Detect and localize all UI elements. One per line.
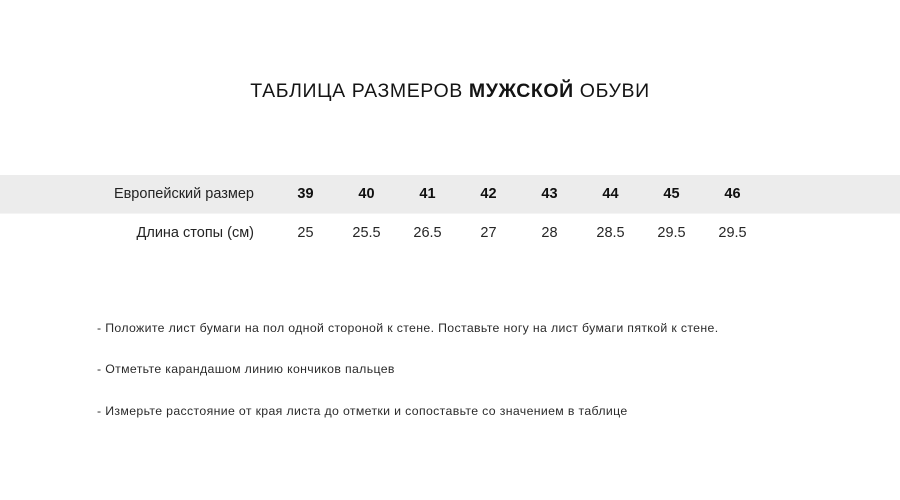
table-spacer-cell [254, 214, 275, 253]
table-tail-cell [763, 214, 900, 253]
foot-length-cell-39: 25 [297, 225, 314, 241]
size-cell-40: 40 [336, 175, 397, 214]
table-tail-cell [763, 175, 900, 214]
table-row-foot-length: Длина стопы (см) 25 25.5 26.5 27 28 28.5… [0, 213, 900, 253]
size-cell-43: 43 [519, 175, 580, 214]
size-cell-39: 39 [275, 175, 336, 214]
page-title-suffix: ОБУВИ [573, 80, 650, 102]
instruction-line-1: - Положите лист бумаги на пол одной стор… [97, 321, 719, 335]
size-cell-45: 45 [641, 175, 702, 214]
page-title-prefix: ТАБЛИЦА РАЗМЕРОВ [250, 80, 469, 102]
foot-length-cell-45: 29.5 [657, 225, 686, 241]
size-cell-41: 41 [397, 175, 458, 214]
table-spacer-cell [254, 175, 275, 214]
foot-length-cell-40: 25.5 [352, 225, 381, 241]
instruction-line-2: - Отметьте карандашом линию кончиков пал… [97, 362, 395, 377]
size-cell-44: 44 [580, 175, 641, 214]
page-title-emphasis: МУЖСКОЙ [468, 80, 574, 102]
measurement-instructions: - Положите лист бумаги на пол одной стор… [97, 322, 857, 417]
row-label-european-size: Европейский размер [0, 175, 254, 214]
page-title-container: ТАБЛИЦА РАЗМЕРОВ МУЖСКОЙ ОБУВИ [0, 80, 900, 103]
foot-length-cell-42: 27 [480, 225, 497, 241]
size-table: Европейский размер 39 40 41 42 43 44 45 … [0, 175, 900, 252]
foot-length-cell-46: 29.5 [718, 225, 747, 241]
page-title: ТАБЛИЦА РАЗМЕРОВ МУЖСКОЙ ОБУВИ [0, 80, 900, 103]
instruction-line-3: - Измерьте расстояние от края листа до о… [97, 403, 628, 418]
table-row-european-size: Европейский размер 39 40 41 42 43 44 45 … [0, 175, 900, 214]
size-cell-46: 46 [702, 175, 763, 214]
foot-length-cell-43: 28 [541, 225, 558, 241]
size-cell-42: 42 [458, 175, 519, 214]
row-label-foot-length: Длина стопы (см) [136, 225, 254, 241]
foot-length-cell-41: 26.5 [413, 225, 442, 241]
foot-length-cell-44: 28.5 [596, 225, 625, 241]
